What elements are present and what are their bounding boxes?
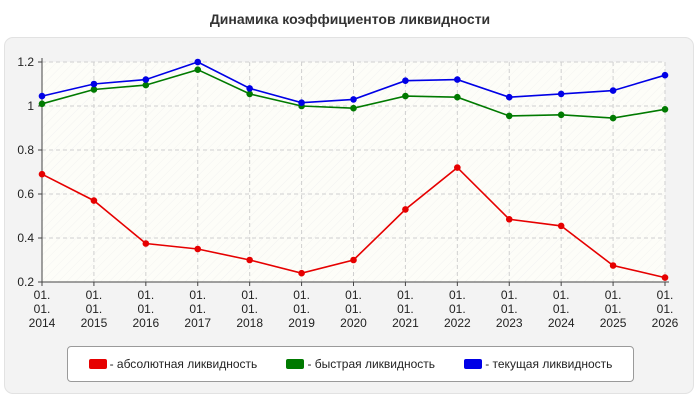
data-point [142,76,150,83]
legend-label: - абсолютная ликвидность [109,357,258,371]
data-point [557,111,565,119]
y-tick-label: 0.2 [17,275,34,289]
data-point [505,216,513,223]
data-point [298,99,305,106]
chart-title: Динамика коэффициентов ликвидности [209,11,491,27]
legend-item: - абсолютная ликвидность [88,357,258,371]
x-tick-label: 01. 01. 2018 [236,288,263,330]
x-tick-label: 01. 01. 2020 [340,288,367,330]
data-point [402,77,409,84]
series-3 [38,58,669,106]
y-tick-label: 1.2 [17,55,34,69]
data-point [609,87,617,94]
data-point [142,81,150,89]
y-tick-label: 0.6 [17,187,34,201]
data-point [557,222,565,230]
x-tick-label: 01. 01. 2015 [81,288,108,330]
data-point [298,269,305,277]
data-point [350,256,357,264]
y-tick-label: 0.4 [17,231,34,245]
legend-item: - текущая ликвидность [464,357,612,371]
data-point [505,93,513,101]
x-tick-label: 01. 01. 2026 [652,288,679,330]
data-point [246,256,253,264]
series-group [38,58,669,281]
data-point [38,92,46,100]
y-axis-ticks: 0.2 0.4 0.6 0.8 1 1.2 [17,55,42,289]
x-tick-label: 01. 01. 2024 [548,288,575,330]
legend: - абсолютная ликвидность - быстрая ликвид… [67,346,634,382]
data-point [38,100,46,108]
x-tick-label: 01. 01. 2016 [132,288,159,330]
x-tick-label: 01. 01. 2019 [288,288,315,330]
data-point [609,114,617,122]
legend-swatch [286,359,305,369]
data-point [505,112,513,120]
data-point [454,93,461,101]
data-point [90,197,98,204]
data-point [194,58,202,66]
x-axis-ticks: 01. 01. 2014 01. 01. 2015 01. 01. 2016 01. 01. 2017… [29,282,679,330]
plot-hatch [42,62,665,282]
x-tick-label: 01. 01. 2021 [392,288,419,330]
plot-area [42,62,665,282]
data-point [661,71,669,79]
data-point [402,206,409,213]
x-tick-label: 01. 01. 2022 [444,288,471,330]
data-point [90,86,98,93]
data-point [194,245,202,253]
y-tick-label: 1 [27,99,34,113]
x-tick-label: 01. 01. 2014 [29,288,56,330]
series-2 [38,66,669,122]
data-point [194,66,202,73]
legend-label: - текущая ликвидность [485,357,613,371]
data-point [246,90,253,98]
data-point [142,240,150,247]
data-point [402,92,409,100]
data-point [246,85,253,92]
data-point [609,262,617,269]
legend-swatch [464,359,483,369]
legend-label: - быстрая ликвидность [307,357,436,371]
series-1 [38,164,669,281]
data-point [350,96,357,103]
y-tick-label: 0.8 [17,143,34,157]
data-point [454,164,461,171]
x-tick-label: 01. 01. 2025 [600,288,627,330]
data-point [38,170,46,178]
data-point [350,104,357,112]
data-point [661,274,669,281]
legend-item: - быстрая ликвидность [286,357,435,371]
data-point [661,106,669,113]
data-point [454,76,461,83]
x-tick-label: 01. 01. 2017 [184,288,211,330]
data-point [557,90,565,98]
legend-swatch [88,359,107,369]
data-point [90,80,98,88]
x-tick-label: 01. 01. 2023 [496,288,523,330]
